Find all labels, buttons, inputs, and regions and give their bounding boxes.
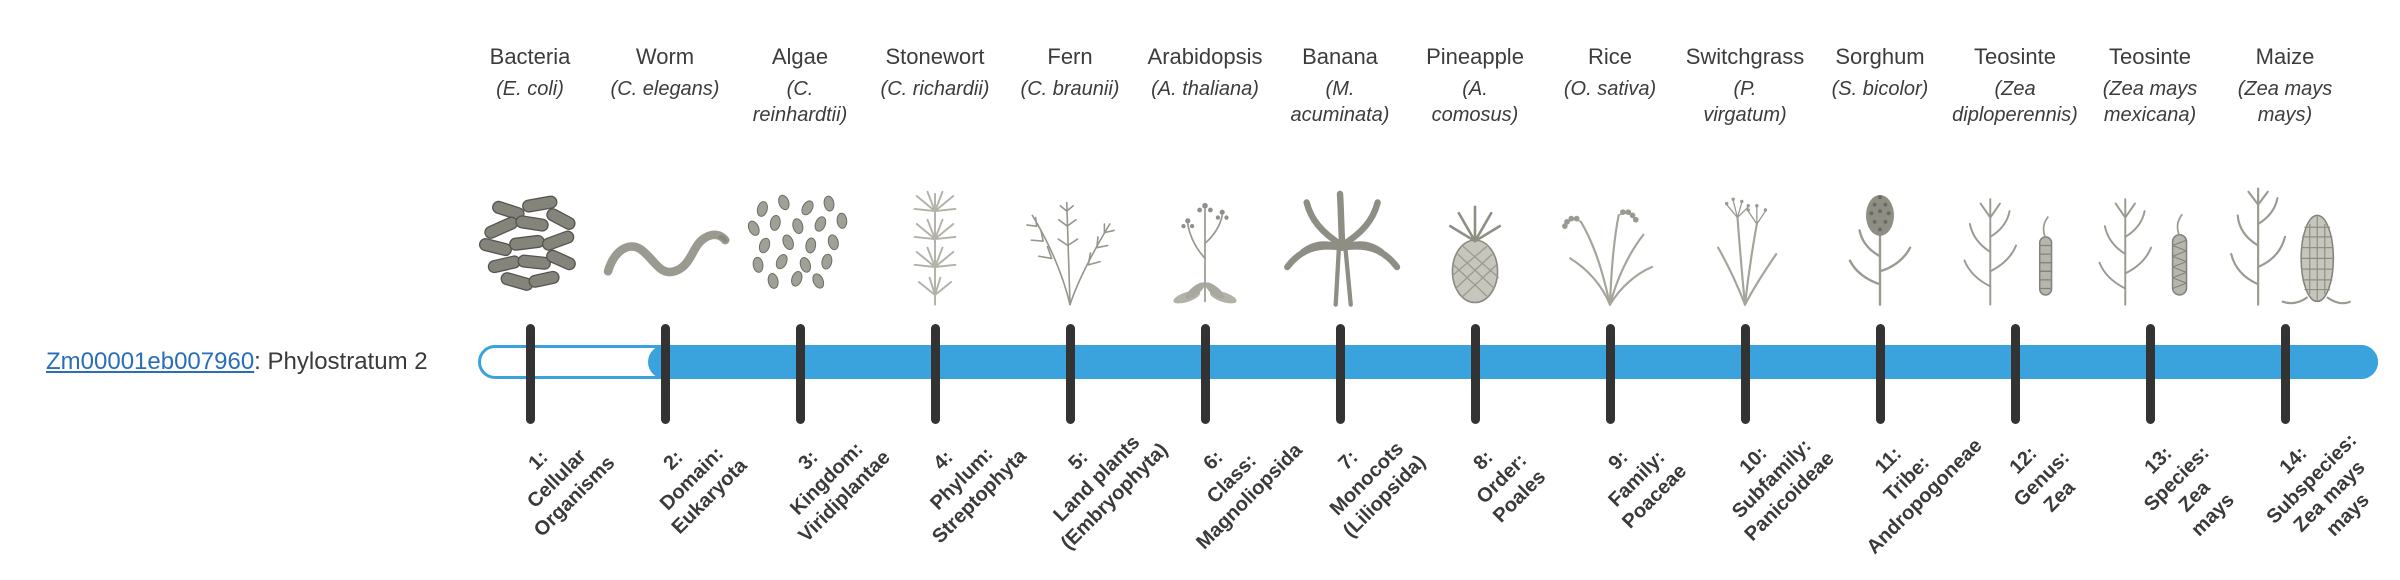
worm-illustration bbox=[590, 138, 740, 310]
species-scientific-name: (C. elegans) bbox=[610, 78, 720, 100]
stratum-tick bbox=[795, 324, 805, 424]
stratum-tick bbox=[1605, 324, 1615, 424]
teosinte2-illustration bbox=[2075, 138, 2225, 310]
species-scientific-name: (M. acuminata) bbox=[1290, 78, 1390, 126]
stonewort-illustration bbox=[860, 138, 1010, 310]
species-common-name: Bacteria bbox=[489, 44, 571, 69]
stratum-tick bbox=[660, 324, 670, 424]
species-common-name: Worm bbox=[635, 44, 695, 69]
sorghum-illustration bbox=[1805, 138, 1955, 310]
species-common-name: Fern bbox=[1047, 44, 1093, 69]
stratum-tick bbox=[2010, 324, 2020, 424]
switchgrass-illustration bbox=[1670, 138, 1820, 310]
species-scientific-name: (P. virgatum) bbox=[1703, 78, 1787, 126]
species-common-name: Maize bbox=[2255, 44, 2315, 69]
species-scientific-name: (C. richardii) bbox=[880, 78, 990, 100]
species-common-name: Banana bbox=[1302, 44, 1378, 69]
species-column: Teosinte (Zea mays mexicana) bbox=[2075, 44, 2225, 310]
stratum-tick bbox=[930, 324, 940, 424]
species-common-name: Sorghum bbox=[1835, 44, 1925, 69]
timeline-fill bbox=[648, 345, 2378, 379]
stratum-tick bbox=[1875, 324, 1885, 424]
species-common-name: Algae bbox=[771, 44, 829, 69]
banana-illustration bbox=[1265, 138, 1415, 310]
species-common-name: Rice bbox=[1587, 44, 1632, 69]
gene-label: Zm00001eb007960: Phylostratum 2 bbox=[46, 348, 428, 376]
gene-phylostratum-text: : Phylostratum 2 bbox=[254, 348, 428, 375]
stratum-tick bbox=[1470, 324, 1480, 424]
species-scientific-name: (E. coli) bbox=[496, 78, 564, 100]
species-column: Fern (C. braunii) bbox=[995, 44, 1145, 310]
rice-illustration bbox=[1535, 138, 1685, 310]
species-column: Pineapple (A. comosus) bbox=[1400, 44, 1550, 310]
species-scientific-name: (Zea diploperennis) bbox=[1952, 78, 2078, 126]
stratum-tick bbox=[2280, 324, 2290, 424]
maize-illustration bbox=[2210, 138, 2360, 310]
stratum-tick bbox=[1335, 324, 1345, 424]
species-column: Algae (C. reinhardtii) bbox=[725, 44, 875, 310]
species-column: Worm (C. elegans) bbox=[590, 44, 740, 310]
algae-illustration bbox=[725, 138, 875, 310]
species-column: Stonewort (C. richardii) bbox=[860, 44, 1010, 310]
species-common-name: Stonewort bbox=[885, 44, 985, 69]
species-column: Teosinte (Zea diploperennis) bbox=[1940, 44, 2090, 310]
species-scientific-name: (Zea mays mexicana) bbox=[2102, 78, 2198, 126]
pineapple-illustration bbox=[1400, 138, 1550, 310]
species-column: Switchgrass (P. virgatum) bbox=[1670, 44, 1820, 310]
species-column: Banana (M. acuminata) bbox=[1265, 44, 1415, 310]
species-scientific-name: (Zea mays mays) bbox=[2237, 78, 2333, 126]
species-column: Arabidopsis (A. thaliana) bbox=[1130, 44, 1280, 310]
stratum-tick bbox=[1200, 324, 1210, 424]
teosinte1-illustration bbox=[1940, 138, 2090, 310]
species-scientific-name: (A. thaliana) bbox=[1151, 78, 1259, 100]
species-column: Rice (O. sativa) bbox=[1535, 44, 1685, 310]
gene-link[interactable]: Zm00001eb007960 bbox=[46, 348, 255, 375]
species-scientific-name: (C. reinhardtii) bbox=[752, 78, 848, 126]
species-common-name: Teosinte bbox=[2109, 44, 2191, 69]
stratum-tick bbox=[2145, 324, 2155, 424]
species-column: Sorghum (S. bicolor) bbox=[1805, 44, 1955, 310]
arabidopsis-illustration bbox=[1130, 138, 1280, 310]
stratum-tick bbox=[1065, 324, 1075, 424]
stratum-tick bbox=[525, 324, 535, 424]
species-common-name: Teosinte bbox=[1974, 44, 2056, 69]
species-scientific-name: (A. comosus) bbox=[1431, 78, 1519, 126]
stratum-tick bbox=[1740, 324, 1750, 424]
species-common-name: Arabidopsis bbox=[1147, 44, 1263, 69]
fern-illustration bbox=[995, 138, 1145, 310]
species-common-name: Pineapple bbox=[1426, 44, 1524, 69]
species-scientific-name: (O. sativa) bbox=[1563, 78, 1657, 100]
species-common-name: Switchgrass bbox=[1685, 44, 1805, 69]
species-column: Bacteria (E. coli) bbox=[455, 44, 605, 310]
bacteria-illustration bbox=[455, 138, 605, 310]
species-column: Maize (Zea mays mays) bbox=[2210, 44, 2360, 310]
species-scientific-name: (C. braunii) bbox=[1020, 78, 1120, 100]
species-scientific-name: (S. bicolor) bbox=[1831, 78, 1929, 100]
